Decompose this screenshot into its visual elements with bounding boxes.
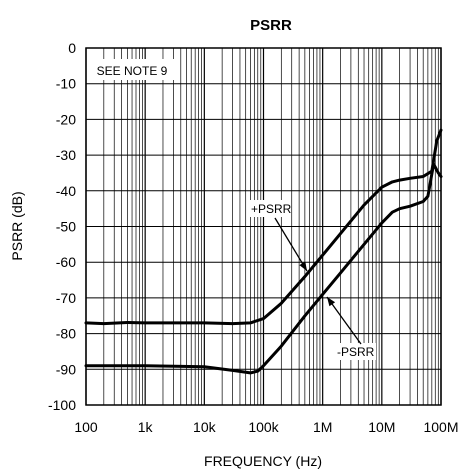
annotation-label: +PSRR (251, 202, 292, 216)
y-tick-label: -60 (56, 254, 76, 270)
y-axis-label: PSRR (dB) (9, 191, 25, 260)
y-tick-label: -90 (56, 361, 76, 377)
x-tick-label: 1M (313, 419, 332, 435)
x-tick-label: 1k (138, 419, 154, 435)
note-background (90, 59, 175, 80)
y-tick-label: 0 (68, 40, 76, 56)
y-tick-label: -20 (56, 111, 76, 127)
annotation-leader (274, 217, 308, 272)
annotation-arrowhead (327, 297, 336, 307)
x-tick-label: 100M (423, 419, 458, 435)
annotation-background (334, 343, 376, 360)
x-tick-label: 10k (193, 419, 217, 435)
y-tick-label: -50 (56, 219, 76, 235)
series-line (84, 128, 443, 326)
x-tick-label: 100 (74, 419, 98, 435)
x-tick-label: 10M (368, 419, 395, 435)
annotation-arrowhead (299, 261, 307, 271)
series-lines (84, 128, 443, 375)
y-tick-label: -70 (56, 290, 76, 306)
y-tick-label: -40 (56, 183, 76, 199)
annotation-leader (326, 296, 362, 345)
annotation-label: -PSRR (337, 345, 375, 359)
x-tick-label: 100k (248, 419, 279, 435)
x-tick-labels: 100 1k 10k 100k 1M 10M 100M (74, 419, 458, 435)
note-box: SEE NOTE 9 (90, 59, 175, 80)
y-tick-label: -10 (56, 76, 76, 92)
y-tick-label: -80 (56, 326, 76, 342)
x-axis-label: FREQUENCY (Hz) (204, 453, 322, 469)
series-line (84, 162, 443, 375)
note-text: SEE NOTE 9 (97, 64, 168, 78)
annotations: +PSRR -PSRR (248, 200, 376, 360)
plot-frame (85, 47, 442, 406)
y-tick-label: -30 (56, 147, 76, 163)
y-tick-labels: 0 -10 -20 -30 -40 -50 -60 -70 -80 -90 -100 (48, 40, 76, 413)
chart-title: PSRR (250, 17, 292, 34)
y-tick-label: -100 (48, 397, 76, 413)
annotation-background (248, 200, 290, 217)
